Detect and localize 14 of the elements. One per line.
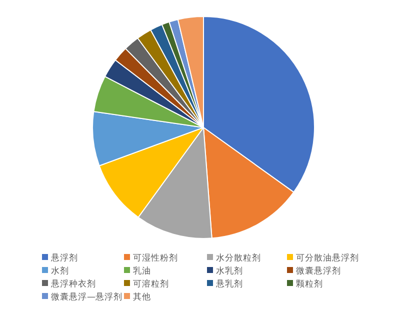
legend-label: 乳油 — [133, 266, 151, 276]
legend-label: 水分散粒剂 — [216, 252, 261, 264]
legend-label: 水剂 — [51, 266, 69, 276]
legend-label: 可溶粒剂 — [133, 278, 169, 290]
legend-label: 悬浮种衣剂 — [50, 278, 96, 290]
legend-label: 可分散油悬浮剂 — [296, 252, 359, 264]
legend-label: 微囊悬浮剂 — [296, 266, 341, 276]
legend-label: 悬浮剂 — [50, 252, 78, 264]
legend-label: 可湿性粉剂 — [133, 252, 178, 264]
legend-label: 颗粒剂 — [296, 278, 323, 290]
legend-label: 其他 — [133, 292, 151, 302]
legend-label: 水乳剂 — [216, 266, 243, 276]
legend-label: 微囊悬浮—悬浮剂 — [51, 292, 122, 302]
legend-label: 悬乳剂 — [215, 278, 243, 290]
